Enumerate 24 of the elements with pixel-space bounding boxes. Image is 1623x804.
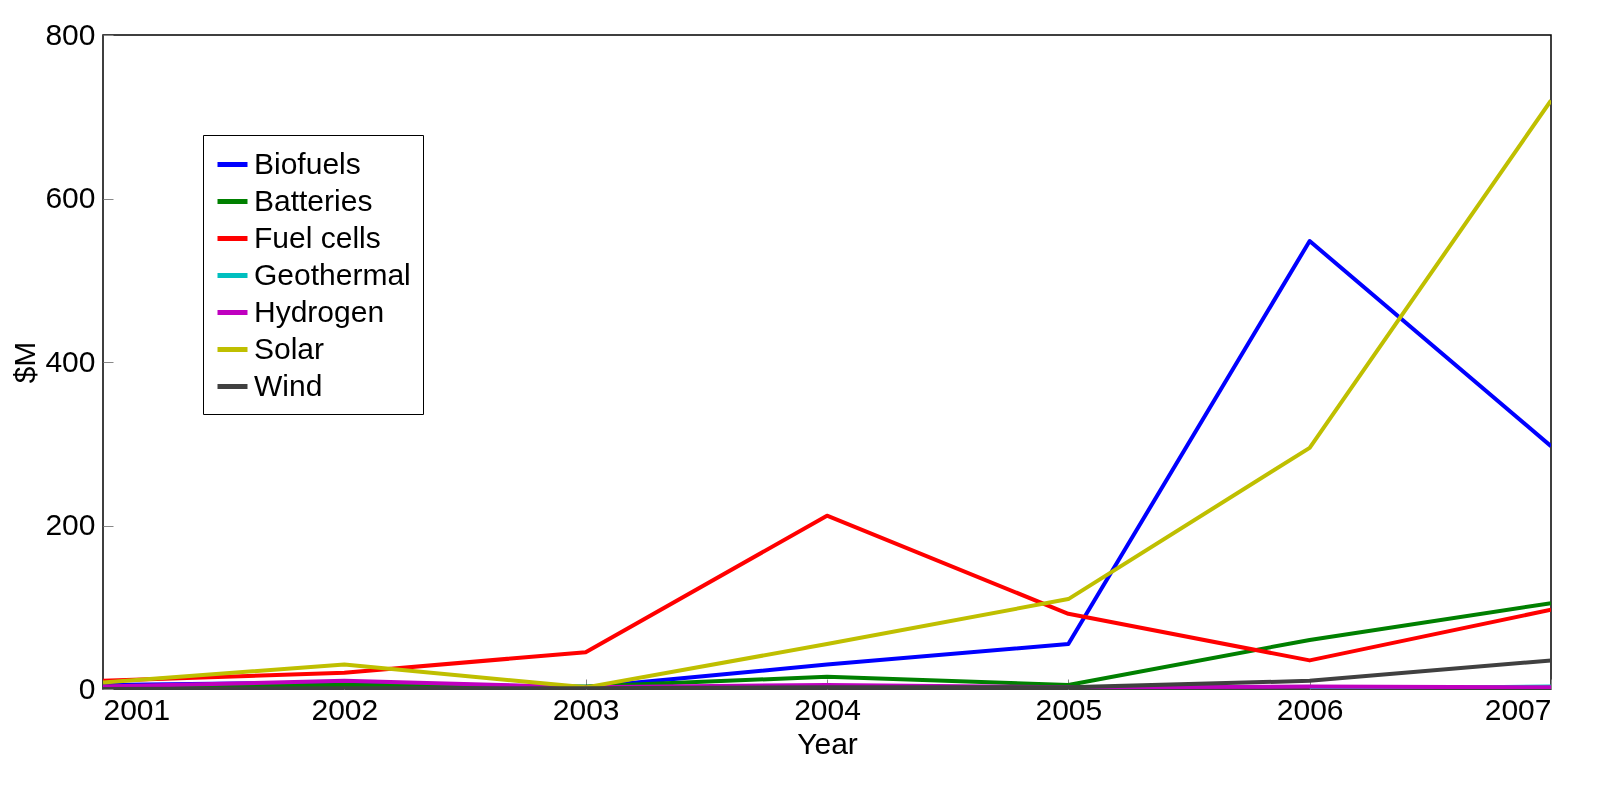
- legend-label: Batteries: [254, 183, 373, 217]
- legend-label: Solar: [254, 331, 325, 365]
- y-tick-label: 800: [45, 17, 96, 51]
- legend-label: Wind: [254, 368, 323, 402]
- y-tick-label: 600: [45, 181, 96, 214]
- x-tick-label: 2005: [1035, 692, 1103, 726]
- legend-label: Hydrogen: [254, 294, 385, 328]
- line-series: [103, 658, 1551, 689]
- x-tick-label: 2006: [1276, 692, 1344, 726]
- legend-label: Geothermal: [254, 257, 411, 291]
- y-tick-label: 200: [45, 508, 96, 541]
- y-axis-title: $M: [8, 341, 42, 384]
- line-series: [103, 513, 1551, 683]
- legend-label: Fuel cells: [254, 220, 381, 254]
- y-tick-label: 400: [45, 344, 96, 378]
- x-tick-label: 2007: [1484, 692, 1552, 726]
- legend-label: Biofuels: [254, 146, 361, 180]
- x-tick-label: 2003: [552, 692, 620, 726]
- line-series: [103, 98, 1551, 689]
- x-axis-title: Year: [797, 726, 858, 760]
- x-tick-label: 2004: [794, 692, 861, 726]
- y-tick-label: 0: [78, 671, 96, 705]
- x-tick-label: 2001: [103, 692, 171, 726]
- x-tick-label: 2002: [311, 692, 379, 726]
